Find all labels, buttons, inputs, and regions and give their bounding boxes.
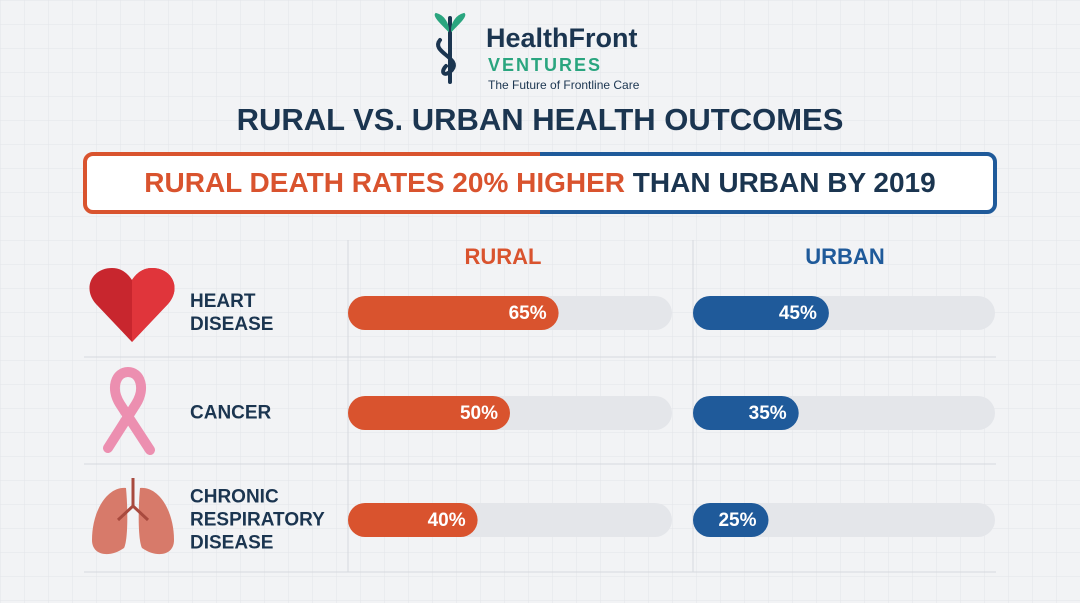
bar xyxy=(693,396,799,430)
category-label: CHRONIC RESPIRATORY DISEASE xyxy=(190,486,325,554)
value-label: 40% xyxy=(428,510,466,531)
logo-icon xyxy=(434,12,466,84)
value-label: 25% xyxy=(718,510,756,531)
series-header: URBAN xyxy=(805,244,884,269)
series-header: RURAL xyxy=(465,244,542,269)
value-label: 50% xyxy=(460,403,498,424)
value-label: 65% xyxy=(509,303,547,324)
bar xyxy=(348,396,510,430)
bar-track xyxy=(693,503,995,537)
bar xyxy=(348,503,478,537)
chart-subtitle: RURAL DEATH RATES 20% HIGHER THAN URBAN … xyxy=(144,167,935,198)
category-label: HEART DISEASE xyxy=(190,291,274,335)
banner-box xyxy=(85,154,995,212)
brand-sub: VENTURES xyxy=(488,55,602,75)
value-label: 45% xyxy=(779,303,817,324)
chart-title: RURAL VS. URBAN HEALTH OUTCOMES xyxy=(237,102,844,137)
brand-tagline: The Future of Frontline Care xyxy=(488,78,640,92)
brand-name: HealthFront xyxy=(486,23,638,53)
category-label: CANCER xyxy=(190,402,272,424)
subtitle-rest: THAN URBAN BY 2019 xyxy=(633,167,936,198)
banner-border-left xyxy=(83,152,540,214)
banner-border-right xyxy=(540,152,997,214)
bar xyxy=(693,296,829,330)
ribbon-icon xyxy=(103,366,155,455)
lungs-icon xyxy=(92,478,174,555)
value-label: 35% xyxy=(749,403,787,424)
heart-icon xyxy=(89,268,175,342)
bar xyxy=(348,296,559,330)
subtitle-highlight: RURAL DEATH RATES 20% HIGHER xyxy=(144,167,625,198)
bar xyxy=(693,503,769,537)
